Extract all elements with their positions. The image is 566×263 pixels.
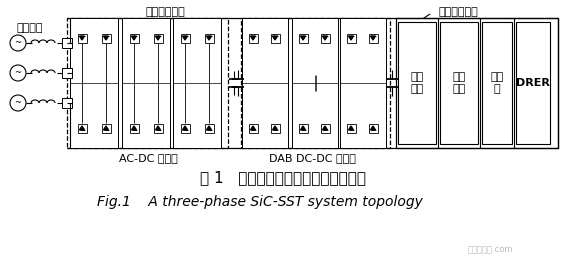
Polygon shape <box>272 126 277 130</box>
Polygon shape <box>272 36 277 40</box>
Polygon shape <box>79 36 84 40</box>
Polygon shape <box>371 36 375 40</box>
Bar <box>153 124 162 133</box>
Bar <box>346 33 355 43</box>
Bar <box>62 98 72 108</box>
Bar <box>62 38 72 48</box>
Bar <box>70 18 118 148</box>
Polygon shape <box>207 126 212 130</box>
Bar <box>440 22 478 144</box>
Polygon shape <box>207 36 212 40</box>
Text: ~: ~ <box>15 38 22 48</box>
Polygon shape <box>104 36 109 40</box>
Bar <box>368 33 378 43</box>
Polygon shape <box>371 126 375 130</box>
Text: DRER: DRER <box>516 78 550 88</box>
Bar <box>242 18 288 148</box>
Polygon shape <box>182 126 187 130</box>
Text: Fig.1    A three-phase SiC-SST system topology: Fig.1 A three-phase SiC-SST system topol… <box>97 195 423 209</box>
Bar <box>62 68 72 78</box>
Bar <box>78 33 87 43</box>
Polygon shape <box>349 36 354 40</box>
Polygon shape <box>323 126 328 130</box>
Bar <box>101 33 110 43</box>
Bar <box>130 124 139 133</box>
Polygon shape <box>301 126 306 130</box>
Polygon shape <box>251 126 255 130</box>
Bar <box>204 33 213 43</box>
Bar <box>292 18 338 148</box>
Bar <box>181 124 190 133</box>
Bar <box>78 124 87 133</box>
Text: DAB DC-DC 变换器: DAB DC-DC 变换器 <box>268 153 355 163</box>
Text: 逆变
器: 逆变 器 <box>490 72 504 94</box>
Bar <box>130 33 139 43</box>
Polygon shape <box>251 36 255 40</box>
Bar <box>271 124 280 133</box>
Bar <box>248 124 258 133</box>
Polygon shape <box>156 36 161 40</box>
Text: ~: ~ <box>15 68 22 78</box>
Bar <box>340 18 386 148</box>
Bar <box>346 124 355 133</box>
Bar <box>298 33 307 43</box>
Polygon shape <box>182 36 187 40</box>
Bar <box>101 124 110 133</box>
Bar <box>516 22 550 144</box>
Text: 直流
负载: 直流 负载 <box>452 72 466 94</box>
Bar <box>181 33 190 43</box>
Bar <box>320 33 329 43</box>
Text: 电子发烧友.com: 电子发烧友.com <box>468 245 513 255</box>
Bar <box>248 33 258 43</box>
Bar <box>241 18 390 148</box>
Bar <box>204 124 213 133</box>
Text: 储能
设备: 储能 设备 <box>410 72 423 94</box>
Polygon shape <box>131 36 136 40</box>
Polygon shape <box>156 126 161 130</box>
Bar <box>396 18 558 148</box>
Polygon shape <box>323 36 328 40</box>
Bar <box>173 18 221 148</box>
Polygon shape <box>301 36 306 40</box>
Text: 图 1   三相碳化硅固态变压器系统结构: 图 1 三相碳化硅固态变压器系统结构 <box>200 170 366 185</box>
Bar <box>368 124 378 133</box>
Bar <box>482 22 512 144</box>
Bar <box>122 18 170 148</box>
Bar <box>271 33 280 43</box>
Text: AC-DC 整流器: AC-DC 整流器 <box>119 153 177 163</box>
Bar <box>398 22 436 144</box>
Polygon shape <box>79 126 84 130</box>
Polygon shape <box>131 126 136 130</box>
Text: 低压直流母线: 低压直流母线 <box>438 7 478 17</box>
Polygon shape <box>104 126 109 130</box>
Bar <box>298 124 307 133</box>
Bar <box>320 124 329 133</box>
Text: 高压直流母线: 高压直流母线 <box>145 7 185 17</box>
Bar <box>67 18 228 148</box>
Bar <box>153 33 162 43</box>
Text: 交流电网: 交流电网 <box>17 23 43 33</box>
Text: ~: ~ <box>15 99 22 108</box>
Polygon shape <box>349 126 354 130</box>
